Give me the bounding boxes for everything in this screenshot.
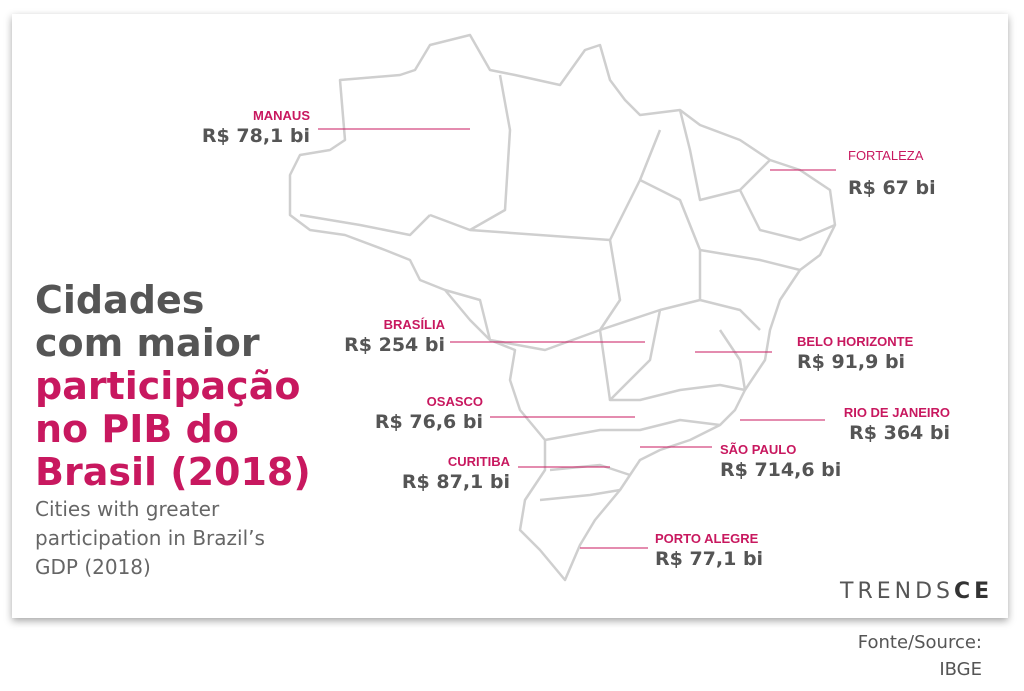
city-name: RIO DE JANEIRO [844, 405, 950, 420]
city-name: SÃO PAULO [720, 442, 796, 457]
city-value: R$ 78,1 bi [202, 125, 310, 147]
source-name: IBGE [939, 659, 982, 680]
title-line-highlight: no PIB do [35, 407, 239, 451]
city-value: R$ 76,6 bi [375, 411, 483, 433]
city-value: R$ 87,1 bi [402, 471, 510, 493]
card [12, 14, 1008, 618]
city-value: R$ 67 bi [848, 177, 936, 199]
subtitle-line: participation in Brazil’s [35, 526, 265, 550]
city-label: SÃO PAULO R$ 714,6 bi [640, 442, 841, 481]
city-name: CURITIBA [448, 454, 511, 469]
city-name: OSASCO [427, 394, 483, 409]
source-label: Fonte/Source: [858, 632, 982, 653]
subtitle-line: GDP (2018) [35, 555, 151, 579]
brand-part: TRENDS [839, 579, 954, 604]
city-label: RIO DE JANEIRO R$ 364 bi [740, 405, 950, 444]
title-line: com maior [35, 321, 260, 365]
city-name: FORTALEZA [848, 148, 924, 163]
city-label: MANAUS R$ 78,1 bi [202, 108, 470, 147]
city-name: MANAUS [253, 108, 310, 123]
city-name: BELO HORIZONTE [797, 334, 914, 349]
city-value: R$ 364 bi [849, 422, 950, 444]
city-label: BELO HORIZONTE R$ 91,9 bi [695, 334, 914, 373]
city-name: BRASÍLIA [384, 317, 446, 332]
brand: TRENDSCE [839, 579, 993, 604]
title-line: Cidades [35, 278, 204, 322]
cities: MANAUS R$ 78,1 bi FORTALEZA R$ 67 bi BRASÍLI… [202, 108, 950, 570]
subtitle-line: Cities with greater [35, 497, 220, 521]
city-value: R$ 91,9 bi [797, 351, 905, 373]
title-line-highlight: participação [35, 364, 300, 408]
city-value: R$ 714,6 bi [720, 459, 841, 481]
city-value: R$ 254 bi [344, 334, 445, 356]
city-value: R$ 77,1 bi [655, 548, 763, 570]
city-name: PORTO ALEGRE [655, 531, 759, 546]
brazil-map [288, 33, 837, 582]
title-line-highlight: Brasil (2018) [35, 450, 311, 494]
city-label: BRASÍLIA R$ 254 bi [344, 317, 645, 356]
city-label: CURITIBA R$ 87,1 bi [402, 454, 610, 493]
city-label: PORTO ALEGRE R$ 77,1 bi [580, 531, 763, 570]
city-label: OSASCO R$ 76,6 bi [375, 394, 635, 433]
city-label: FORTALEZA R$ 67 bi [770, 148, 936, 199]
brand-part: CE [954, 579, 993, 604]
